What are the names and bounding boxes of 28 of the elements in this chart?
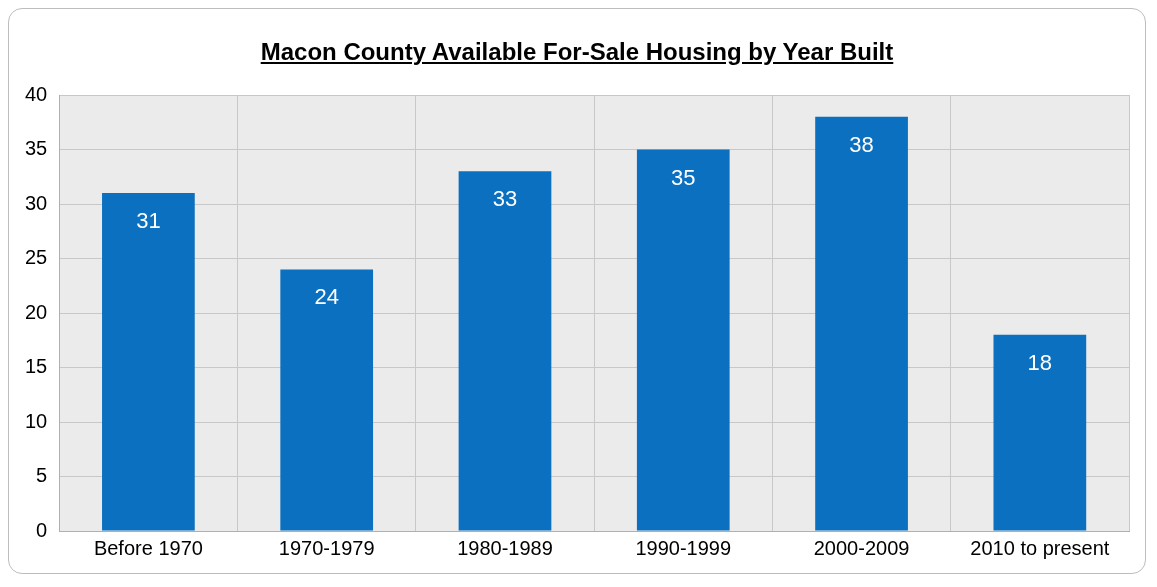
x-tick-label: 1990-1999	[635, 536, 732, 559]
data-label: 35	[671, 164, 696, 190]
x-tick-label: 1970-1979	[278, 536, 375, 559]
y-tick-label: 10	[25, 409, 48, 432]
x-tick-label: 2010 to present	[970, 536, 1110, 559]
data-label: 24	[314, 284, 339, 310]
y-tick-label: 5	[36, 464, 48, 487]
bar	[993, 334, 1087, 531]
y-tick-label: 20	[25, 300, 48, 323]
x-tick-label: Before 1970	[93, 536, 203, 559]
bar	[815, 116, 908, 531]
bar	[280, 269, 374, 531]
y-tick-label: 30	[25, 191, 48, 214]
x-tick-label: 1980-1989	[457, 536, 553, 559]
x-tick-label: 2000-2009	[813, 536, 910, 559]
y-tick-label: 40	[25, 82, 48, 105]
data-label: 33	[492, 186, 518, 212]
y-tick-label: 25	[25, 246, 48, 269]
data-label: 38	[849, 131, 874, 157]
y-tick-label: 15	[25, 355, 48, 378]
data-label: 31	[136, 208, 161, 234]
y-tick-label: 0	[36, 518, 48, 541]
chart-title: Macon County Available For-Sale Housing by Year Built	[259, 37, 895, 67]
y-tick-label: 35	[25, 137, 48, 160]
bar	[102, 193, 195, 531]
bar	[636, 149, 730, 531]
data-label: 18	[1027, 349, 1053, 375]
bar	[458, 171, 552, 531]
